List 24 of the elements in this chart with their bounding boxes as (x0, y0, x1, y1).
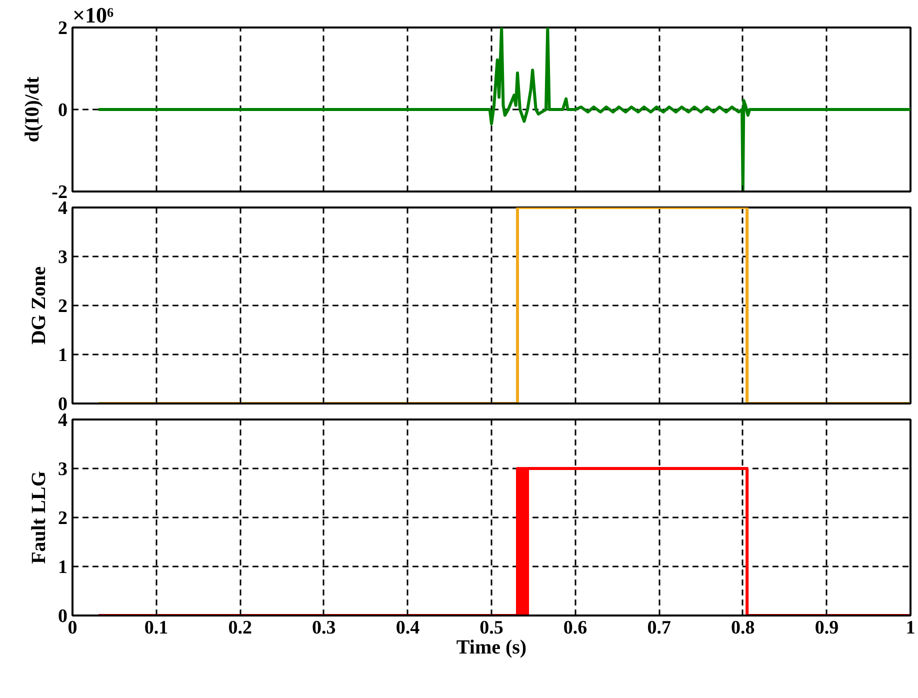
x-tick-label: 0.4 (396, 618, 420, 638)
y-tick-label: 2 (58, 508, 68, 529)
x-tick-label: 0.1 (144, 618, 168, 638)
x-tick-label: 0.8 (731, 618, 755, 638)
x-tick-label: 1 (906, 618, 916, 638)
x-tick-label: 0.6 (563, 618, 588, 638)
y-tick-label: 1 (58, 557, 68, 578)
x-tick-label: 0.2 (228, 618, 252, 638)
y-tick-label: 3 (58, 247, 68, 268)
y-tick-label: 2 (58, 296, 68, 317)
x-tick-label: 0.9 (814, 618, 839, 638)
x-tick-label: 0.3 (312, 618, 336, 638)
y-tick-label: 0 (58, 100, 68, 121)
y-axis-title: Fault LLG (28, 470, 50, 564)
y-tick-label: 1 (58, 345, 68, 366)
line-series (96, 28, 910, 192)
annotation: ×10⁶ (72, 2, 114, 28)
y-tick-label: 3 (58, 459, 68, 480)
y-axis-title: DG Zone (28, 266, 50, 345)
x-axis-title: Time (s) (456, 636, 527, 658)
y-axis-title: d(I0)/dt (22, 76, 44, 142)
x-tick-label: 0.5 (480, 618, 504, 638)
x-tick-label: 0.7 (647, 618, 672, 638)
y-tick-label: 2 (58, 18, 68, 39)
